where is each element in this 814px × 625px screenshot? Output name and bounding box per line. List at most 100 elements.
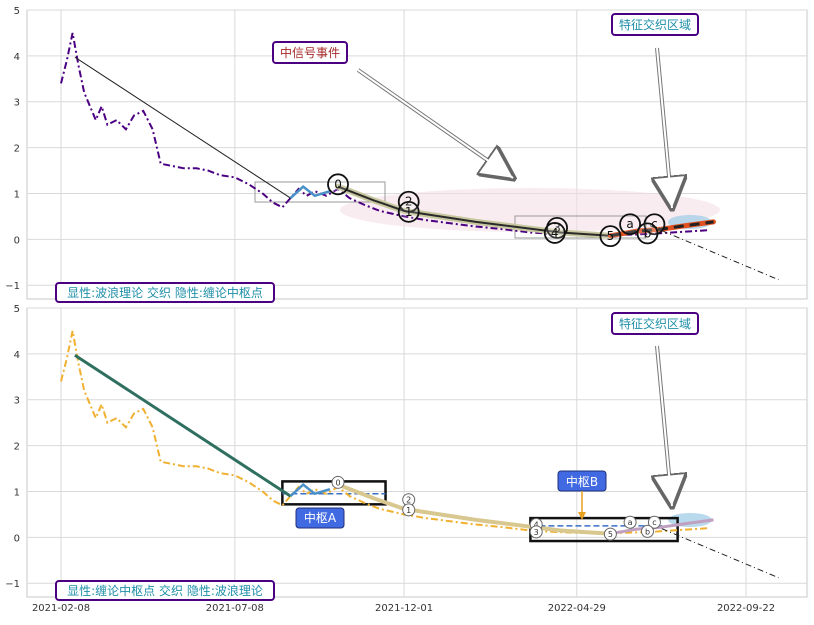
feature-label-frame-bottom (611, 312, 699, 335)
bottom-series (60, 330, 779, 579)
extrapolation-line (649, 225, 779, 281)
signal-label: 中信号事件 (280, 45, 340, 60)
bottom-grid (27, 307, 807, 597)
highlight-line (337, 185, 611, 237)
trend-line-bottom (74, 353, 292, 498)
trend-line (74, 56, 291, 199)
x-tick-label: 2021-02-08 (32, 603, 90, 614)
center-a-label-frame (295, 507, 345, 529)
red-path-dashes (610, 220, 714, 238)
wave-marker-circle-bottom (402, 503, 416, 517)
wave-segment (289, 184, 331, 200)
highlight-line-bottom (337, 482, 611, 536)
feature-arrow-bottom-inner (656, 345, 673, 507)
wave-marker-label-bottom: b (645, 527, 650, 536)
signal-label-box: 中信号事件 (272, 41, 348, 64)
y-tick-label: 1 (14, 487, 20, 498)
wave-marker-circle-bottom (640, 524, 654, 538)
wave-marker-circle-bottom (603, 527, 617, 541)
y-tick-label: 5 (14, 304, 20, 315)
wave-marker-label-bottom: 4 (534, 521, 539, 530)
y-tick-label: 3 (14, 396, 20, 407)
wave-marker-label-bottom: 1 (406, 506, 411, 515)
x-tick-label: 2022-09-22 (717, 603, 775, 614)
x-tick-label: 2021-12-01 (375, 603, 433, 614)
top-wave-markers: 021345acb (327, 173, 666, 248)
wave-marker-label-bottom: 5 (608, 530, 613, 539)
caption-bottom: 显性:缠论中枢点 交织 隐性:波浪理论 (67, 583, 263, 598)
wave-marker-label: c (651, 217, 658, 231)
wave-marker-label-bottom: c (652, 518, 656, 527)
top-plot-frame (26, 9, 808, 300)
caption-frame-bottom (55, 580, 275, 601)
signal-arrow-inner (357, 69, 514, 179)
caption-box-bottom: 显性:缠论中枢点 交织 隐性:波浪理论 (55, 580, 275, 601)
caption-top: 显性:波浪理论 交织 隐性:缠论中枢点 (67, 285, 263, 300)
y-tick-label: 0 (14, 533, 20, 544)
wave-marker-circle (636, 222, 659, 245)
top-y-ticks: −1 0 1 2 3 4 5 (5, 6, 20, 292)
wave-marker-label: b (644, 226, 652, 240)
extrapolation-line-bottom (649, 523, 779, 579)
bottom-wave-markers: 0 21 43 5 a cb (331, 475, 661, 541)
price-line-bottom (60, 330, 708, 535)
wave-marker-circle-bottom (529, 525, 543, 539)
wave-marker-label: 0 (334, 177, 342, 191)
feature-arrow-top-inner (656, 47, 673, 209)
bottom-y-ticks: −1 0 1 2 3 4 5 (5, 304, 20, 590)
y-tick-label: 4 (14, 350, 20, 361)
wave-marker-circle (327, 173, 349, 196)
top-series (60, 32, 779, 281)
wave-marker-label: 4 (551, 226, 559, 240)
y-tick-label: 4 (14, 52, 20, 63)
wave-marker-label: a (626, 217, 633, 231)
wave-marker-label-bottom: 2 (406, 496, 411, 505)
x-tick-label: 2021-07-08 (206, 603, 264, 614)
wave-marker-label: 1 (405, 205, 413, 219)
center-a-label: 中枢A (304, 510, 337, 525)
wave-marker-circle-bottom (647, 515, 661, 529)
wave-marker-label-bottom: 3 (534, 528, 539, 537)
y-tick-label: −1 (5, 281, 20, 292)
price-line (60, 32, 708, 237)
caption-frame-top (55, 282, 275, 303)
x-tick-label: 2022-04-29 (548, 603, 606, 614)
wave-marker-circle (619, 213, 641, 236)
y-tick-label: 2 (14, 144, 20, 155)
y-tick-label: −1 (5, 579, 20, 590)
wave-marker-circle (543, 222, 566, 244)
center-a-label-box: 中枢A (295, 507, 345, 529)
center-b-pointer-head (578, 512, 586, 520)
caption-box-top: 显性:波浪理论 交织 隐性:缠论中枢点 (55, 282, 275, 303)
feature-label-bottom: 特征交织区域 (619, 316, 691, 331)
wave-marker-circle-bottom (331, 475, 345, 489)
wave-segment-bottom (289, 482, 331, 498)
signal-label-frame (272, 41, 348, 64)
wave-marker-label-bottom: 0 (335, 478, 340, 487)
bottom-plot-frame (26, 307, 808, 598)
tail-path-bottom (610, 518, 714, 536)
wave-marker-circle (397, 200, 420, 223)
center-b-label-box: 中枢B (557, 470, 607, 520)
wave-marker-label: 5 (607, 229, 615, 243)
y-tick-label: 1 (14, 189, 20, 200)
y-tick-label: 5 (14, 6, 20, 17)
y-tick-label: 0 (14, 235, 20, 246)
feature-label-box-bottom: 特征交织区域 (611, 312, 699, 335)
wave-marker-circle (599, 225, 622, 248)
feature-label-box-top: 特征交织区域 (611, 13, 699, 36)
feature-label-top: 特征交织区域 (619, 17, 691, 32)
y-tick-label: 3 (14, 98, 20, 109)
y-tick-label: 2 (14, 442, 20, 453)
center-b-label: 中枢B (566, 474, 598, 489)
x-ticks: 2021-02-08 2021-07-08 2021-12-01 2022-04-29… (32, 603, 775, 614)
top-box-1 (254, 181, 386, 203)
wave-marker-label-bottom: a (628, 518, 633, 527)
feature-label-frame-top (611, 13, 699, 36)
wave-marker-circle-bottom (623, 515, 637, 529)
wave-marker-label: 3 (553, 221, 561, 235)
